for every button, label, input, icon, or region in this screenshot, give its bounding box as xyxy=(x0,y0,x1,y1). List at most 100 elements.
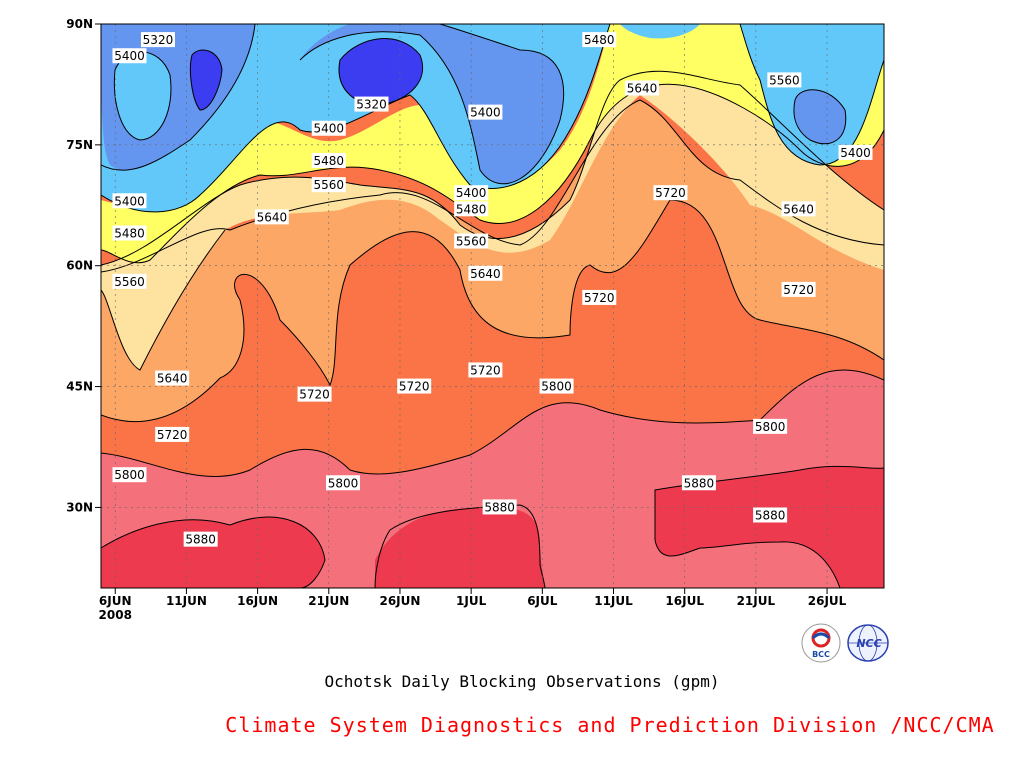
contour-label-5720: 5720 xyxy=(582,289,617,305)
contour-label-box xyxy=(468,265,503,281)
contour-label-text: 5560 xyxy=(314,178,345,192)
band-above-5880-se xyxy=(655,466,884,588)
contour-label-text: 5320 xyxy=(143,33,174,47)
contour-label-5640: 5640 xyxy=(624,80,659,96)
contour-label-5560: 5560 xyxy=(454,233,489,249)
contour-label-5400: 5400 xyxy=(112,48,147,64)
contour-label-box xyxy=(454,185,489,201)
x-tick-label: 1JUL xyxy=(456,594,487,608)
contour-label-text: 5400 xyxy=(114,49,145,63)
contour-label-text: 5880 xyxy=(185,533,216,547)
contour-label-5720: 5720 xyxy=(781,281,816,297)
contour-label-box xyxy=(781,201,816,217)
contour-label-5480: 5480 xyxy=(454,201,489,217)
contour-label-text: 5640 xyxy=(157,372,188,386)
contour-label-text: 5640 xyxy=(627,81,658,95)
contour-label-box xyxy=(254,209,289,225)
contour-label-box xyxy=(140,32,175,48)
contour-label-text: 5720 xyxy=(655,186,686,200)
credit-line: Climate System Diagnostics and Predictio… xyxy=(225,713,995,737)
contour-label-text: 5640 xyxy=(783,202,814,216)
x-tick-label: 16JUN xyxy=(237,594,278,608)
band-5320-5400-e xyxy=(793,89,846,144)
contour-label-text: 5480 xyxy=(314,154,345,168)
contour-label-text: 5800 xyxy=(328,476,359,490)
contour-label-text: 5400 xyxy=(456,186,487,200)
chart-title: Ochotsk Daily Blocking Observations (gpm… xyxy=(324,672,720,691)
contour-label-text: 5560 xyxy=(114,275,145,289)
contour-label-5320: 5320 xyxy=(354,96,389,112)
bcc-logo: BCC xyxy=(800,622,842,664)
contour-label-box xyxy=(112,273,147,289)
contour-label-5480: 5480 xyxy=(112,225,147,241)
x-tick-label: 21JUL xyxy=(737,594,776,608)
contour-label-5720: 5720 xyxy=(653,185,688,201)
contour-label-5880: 5880 xyxy=(681,475,716,491)
contour-label-box xyxy=(155,370,190,386)
contour-label-box xyxy=(582,289,617,305)
contour-label-box xyxy=(454,233,489,249)
contour-label-box xyxy=(753,507,788,523)
x-axis: 6JUN 11JUN 16JUN 21JUN 26JUN 1JUL 6JUL 11JUL 16J… xyxy=(99,588,847,608)
band-above-5880-sw xyxy=(101,517,325,588)
contour-label-5640: 5640 xyxy=(781,201,816,217)
band-5400-5480-w xyxy=(114,51,171,140)
contour-label-box xyxy=(624,80,659,96)
contour-label-text: 5880 xyxy=(684,476,715,490)
contour-label-text: 5400 xyxy=(840,146,871,160)
contour-label-5560: 5560 xyxy=(112,273,147,289)
band-below-5320-w xyxy=(190,50,222,110)
contour-label-text: 5320 xyxy=(356,98,387,112)
contour-label-text: 5560 xyxy=(769,73,800,87)
contour-label-text: 5800 xyxy=(541,380,572,394)
y-tick-label: 90N xyxy=(66,17,93,31)
contour-label-box xyxy=(311,177,346,193)
contour-label-5400: 5400 xyxy=(838,144,873,160)
contour-label-box xyxy=(354,96,389,112)
x-tick-label: 6JUL xyxy=(527,594,558,608)
contour-label-box xyxy=(681,475,716,491)
contour-label-box xyxy=(112,467,147,483)
contour-label-box xyxy=(183,531,218,547)
contour-label-text: 5720 xyxy=(157,428,188,442)
x-tick-label: 6JUN xyxy=(99,594,132,608)
contour-label-text: 5400 xyxy=(314,122,345,136)
contour-lines xyxy=(101,24,884,588)
contour-label-5480: 5480 xyxy=(582,32,617,48)
contour-label-text: 5880 xyxy=(755,508,786,522)
y-tick-label: 75N xyxy=(66,138,93,152)
contour-label-5720: 5720 xyxy=(468,362,503,378)
y-tick-label: 45N xyxy=(66,380,93,394)
contour-label-box xyxy=(468,104,503,120)
x-tick-label: 16JUL xyxy=(665,594,704,608)
contour-label-box xyxy=(112,193,147,209)
ncc-logo: NCC xyxy=(846,622,889,664)
band-above-5880-sc xyxy=(375,507,545,588)
band-5640-5720 xyxy=(101,100,884,422)
x-tick-label: 21JUN xyxy=(308,594,349,608)
y-axis: 30N 45N 60N 75N 90N xyxy=(66,17,101,514)
contour-label-5800: 5800 xyxy=(753,418,788,434)
band-5400-5480-nc xyxy=(620,24,700,39)
contour-label-box xyxy=(454,201,489,217)
contour-label-5400: 5400 xyxy=(311,120,346,136)
contour-label-5800: 5800 xyxy=(539,378,574,394)
contour-label-box xyxy=(753,418,788,434)
contour-label-box xyxy=(112,48,147,64)
contour-label-5800: 5800 xyxy=(112,467,147,483)
contour-label-5320: 5320 xyxy=(140,32,175,48)
contour-label-text: 5640 xyxy=(470,267,501,281)
svg-text:BCC: BCC xyxy=(812,650,830,659)
contour-label-box xyxy=(767,72,802,88)
contour-label-5400: 5400 xyxy=(468,104,503,120)
contour-label-text: 5800 xyxy=(755,420,786,434)
contour-label-box xyxy=(297,386,332,402)
x-tick-label: 11JUN xyxy=(166,594,207,608)
band-5480-5560 xyxy=(101,24,884,263)
plot-frame xyxy=(100,23,885,589)
contour-label-5560: 5560 xyxy=(767,72,802,88)
band-below-5320-c xyxy=(339,38,423,105)
contour-label-box xyxy=(482,499,517,515)
contour-label-5880: 5880 xyxy=(482,499,517,515)
